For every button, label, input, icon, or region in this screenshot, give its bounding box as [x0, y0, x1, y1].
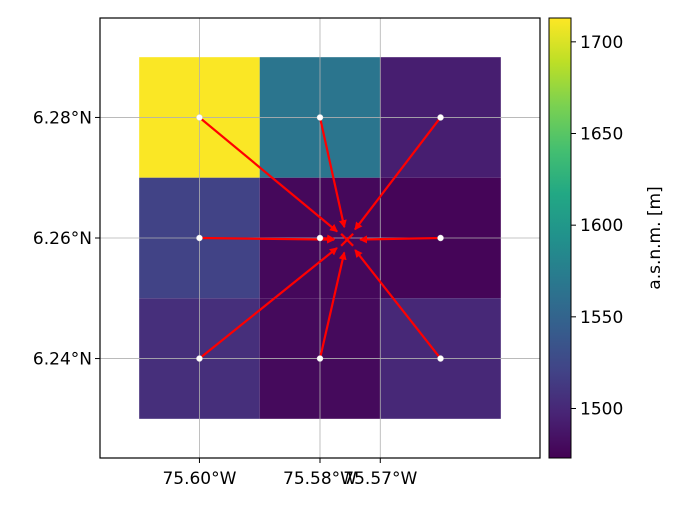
target-cross-stroke — [340, 233, 354, 247]
x-tick-label: 75.60°W — [162, 469, 236, 489]
colorbar-tick-label: 1650 — [580, 125, 623, 145]
flow-arrow — [319, 120, 347, 229]
flow-arrow — [354, 119, 440, 231]
flow-arrow — [359, 235, 438, 244]
flow-arrow — [202, 235, 336, 244]
grid-point — [437, 114, 444, 121]
colorbar: 1500 1550 1600 1650 1700 a.s.n.m. [m] — [548, 17, 665, 459]
colorbar-gradient — [548, 17, 572, 459]
grid-points — [196, 114, 444, 362]
grid-point — [316, 114, 324, 121]
grid-point — [316, 234, 324, 242]
grid-point — [316, 355, 324, 362]
colorbar-tick-label: 1500 — [580, 400, 623, 420]
grid-point — [196, 355, 203, 362]
flow-arrow — [322, 234, 336, 243]
target-marker — [340, 233, 354, 247]
colorbar-ticks: 1500 1550 1600 1650 1700 — [571, 33, 623, 420]
colorbar-tick-label: 1700 — [580, 33, 623, 53]
flow-arrow — [201, 118, 338, 233]
y-tick-label: 6.26°N — [33, 229, 92, 249]
grid-point — [437, 234, 444, 242]
colorbar-tick-label: 1600 — [580, 216, 623, 236]
grid-point — [196, 234, 203, 242]
grid-point — [196, 114, 203, 121]
flow-arrow — [319, 251, 347, 356]
flow-arrows — [201, 118, 440, 358]
colorbar-tick-label: 1550 — [580, 308, 623, 328]
x-tick-label: 75.57°W — [343, 469, 417, 489]
x-axis: 75.60°W 75.58°W75.57°W — [162, 458, 417, 489]
grid-point — [437, 355, 444, 362]
x-tick-label: 75.58°W — [283, 469, 357, 489]
y-axis: 6.28°N 6.26°N 6.24°N — [33, 108, 100, 370]
colorbar-label: a.s.n.m. [m] — [645, 186, 665, 289]
flow-arrow — [354, 249, 440, 357]
flow-arrow — [201, 247, 338, 358]
y-tick-label: 6.28°N — [33, 108, 92, 128]
y-tick-label: 6.24°N — [33, 350, 92, 370]
